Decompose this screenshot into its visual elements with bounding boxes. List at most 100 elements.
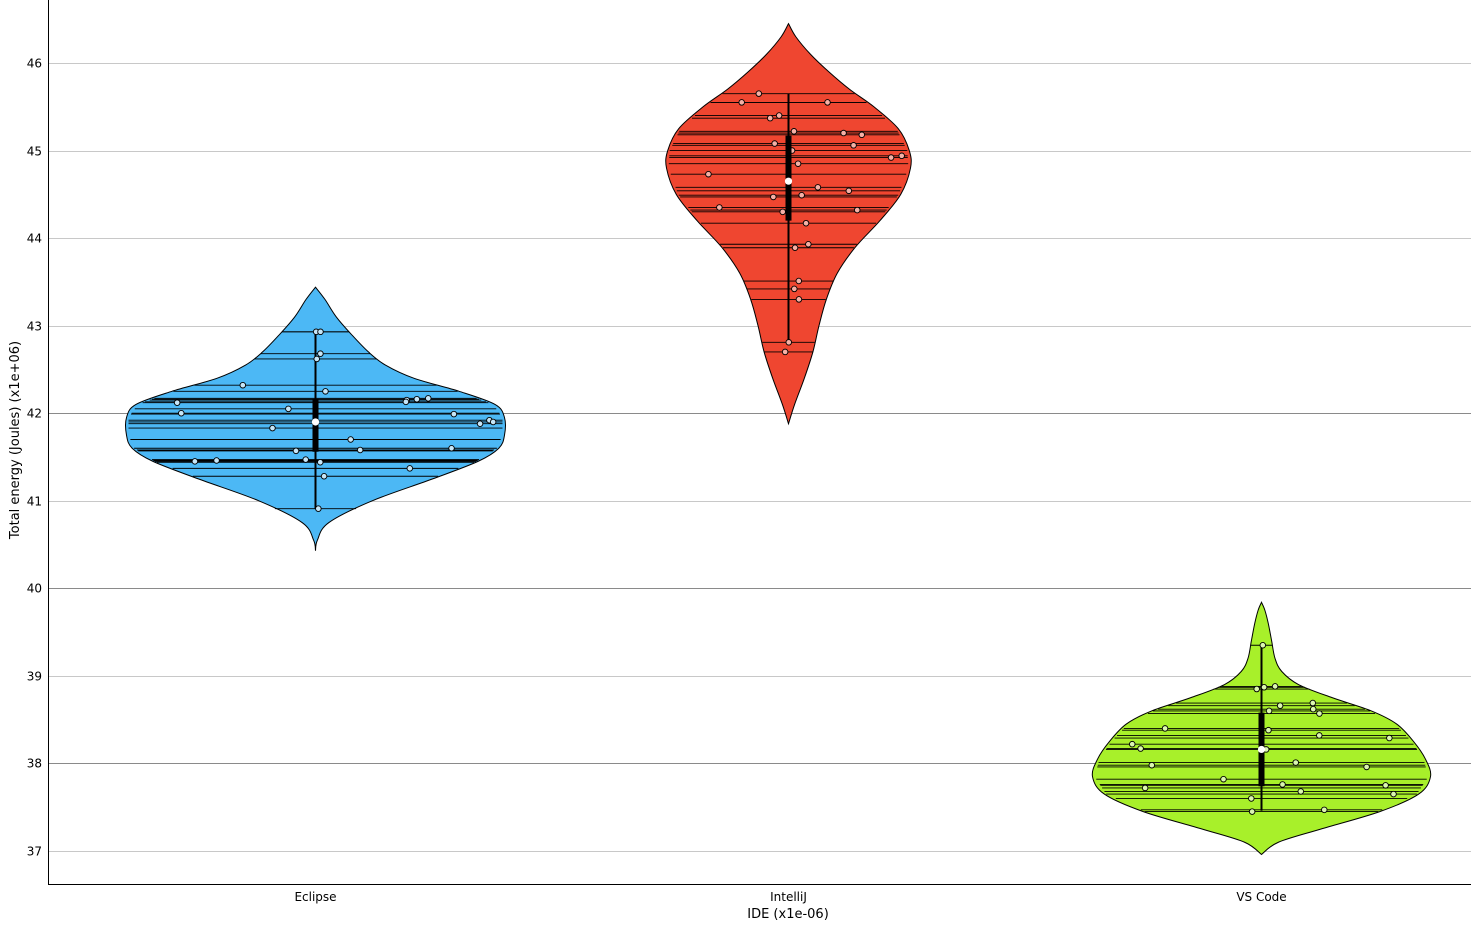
y-tick-label: 38	[27, 757, 42, 771]
data-point	[317, 459, 324, 466]
data-point	[791, 285, 798, 293]
data-point	[1260, 684, 1268, 691]
violins	[125, 22, 1432, 856]
x-tick-label: Eclipse	[294, 890, 336, 904]
data-point	[1259, 641, 1267, 649]
data-point	[850, 142, 857, 149]
data-point	[1137, 745, 1144, 752]
data-point	[1309, 699, 1317, 707]
data-point	[805, 240, 812, 248]
data-point	[1309, 705, 1317, 713]
data-point	[802, 219, 810, 227]
data-point	[1265, 726, 1272, 734]
y-tick-label: 40	[27, 582, 42, 596]
data-point	[191, 458, 199, 465]
data-point	[791, 244, 799, 251]
data-point	[320, 473, 328, 480]
x-tick-label: IntelliJ	[770, 890, 807, 904]
y-tick-label: 45	[27, 145, 42, 159]
y-tick-label: 43	[27, 320, 42, 334]
data-point	[738, 99, 745, 106]
data-point	[448, 444, 455, 452]
data-point	[898, 152, 905, 160]
data-point	[1248, 795, 1255, 802]
data-point	[858, 131, 866, 139]
data-point	[845, 187, 853, 195]
data-point	[173, 399, 181, 406]
data-point	[755, 90, 763, 97]
data-point	[1161, 725, 1169, 732]
x-axis-title: IDE (x1e-06)	[747, 907, 829, 922]
data-point	[814, 184, 822, 191]
y-tick-label: 41	[27, 495, 42, 509]
data-point	[213, 457, 220, 464]
data-point	[1316, 710, 1323, 717]
data-point	[1390, 790, 1397, 798]
data-point	[824, 99, 831, 106]
data-point	[292, 447, 300, 455]
violin-vs-code	[1091, 601, 1432, 856]
data-point	[1148, 761, 1156, 769]
data-point	[1363, 763, 1370, 771]
y-tick-label: 44	[27, 232, 42, 246]
data-point	[269, 424, 276, 432]
data-point	[1265, 707, 1273, 715]
data-point	[1321, 806, 1328, 814]
data-point	[716, 204, 723, 211]
data-point	[766, 114, 774, 122]
y-tick-label: 37	[27, 845, 42, 859]
data-point	[476, 420, 484, 427]
data-point	[853, 206, 861, 214]
data-point	[317, 328, 324, 336]
data-point	[795, 296, 803, 303]
data-point	[705, 170, 712, 178]
data-point	[794, 160, 802, 167]
data-point	[840, 129, 847, 137]
axes	[48, 0, 1471, 885]
data-point	[1248, 808, 1256, 815]
median-marker	[784, 177, 793, 185]
data-point	[795, 277, 803, 285]
data-point	[785, 339, 793, 346]
y-tick-label: 46	[27, 57, 42, 71]
x-tick-label: VS Code	[1236, 890, 1286, 904]
data-point	[1386, 734, 1393, 742]
data-point	[1292, 759, 1299, 766]
median-marker	[311, 418, 320, 426]
data-point	[790, 128, 798, 135]
data-point	[770, 193, 777, 201]
data-point	[1220, 775, 1227, 783]
data-point	[406, 465, 414, 472]
data-point	[302, 456, 309, 463]
data-point	[1297, 788, 1305, 795]
y-tick-label: 39	[27, 670, 42, 684]
data-point	[1276, 702, 1284, 709]
data-point	[1382, 782, 1389, 789]
data-point	[798, 191, 805, 199]
data-point	[1253, 685, 1260, 693]
violin-intellij	[665, 22, 912, 426]
data-point	[1129, 740, 1136, 748]
tick-labels: 37 38 39 40 41 42 43 44 45 46 Eclipse IntelliJ VS Co…	[27, 57, 1287, 905]
data-point	[450, 410, 458, 418]
y-axis-title: Total energy (Joules) (x1e+06)	[8, 341, 23, 540]
data-point	[489, 418, 497, 426]
data-point	[424, 395, 432, 402]
data-point	[781, 348, 789, 356]
violin-eclipse	[125, 286, 506, 551]
data-point	[317, 350, 324, 357]
data-point	[313, 355, 320, 363]
data-point	[1316, 732, 1323, 739]
data-point	[413, 395, 421, 403]
data-point	[315, 505, 322, 512]
data-point	[285, 405, 292, 413]
data-point	[322, 388, 329, 395]
data-point	[887, 154, 895, 161]
data-point	[178, 409, 185, 417]
data-point	[1141, 784, 1149, 792]
data-point	[239, 381, 247, 389]
data-point	[1271, 683, 1279, 690]
data-point	[356, 446, 364, 454]
data-point	[779, 208, 786, 216]
